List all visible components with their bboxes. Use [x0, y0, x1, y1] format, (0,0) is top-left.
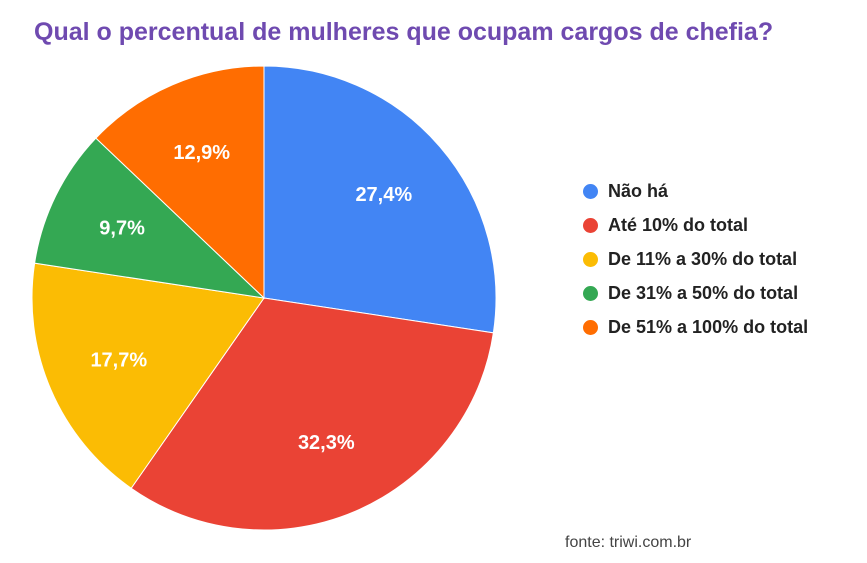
legend-label: De 51% a 100% do total	[608, 316, 809, 337]
legend-label: Não há	[608, 180, 669, 201]
pie-slice	[31, 262, 265, 489]
legend-label: De 11% a 30% do total	[608, 248, 798, 269]
slice-value-label: 27,4%	[355, 184, 412, 206]
pie-slices	[31, 65, 497, 531]
pie-slice	[130, 297, 494, 531]
legend-label: De 31% a 50% do total	[608, 282, 799, 303]
legend-swatch	[583, 285, 598, 301]
pie-slice	[34, 137, 266, 299]
legend-item: Não há	[583, 174, 808, 208]
pie-labels: 27,4% 32,3% 17,7% 9,7% 12,9%	[90, 142, 412, 454]
legend-swatch	[583, 319, 598, 335]
slice-value-label: 17,7%	[90, 349, 147, 371]
source-note: fonte: triwi.com.br	[565, 534, 692, 551]
chart-legend: Não há Até 10% do total De 11% a 30% do to…	[583, 174, 808, 344]
legend-item: De 31% a 50% do total	[583, 276, 808, 310]
legend-item: Até 10% do total	[583, 208, 808, 242]
legend-item: De 11% a 30% do total	[583, 242, 808, 276]
chart-title: Qual o percentual de mulheres que ocupam…	[34, 18, 774, 46]
slice-value-label: 32,3%	[298, 432, 355, 454]
pie-slice	[263, 65, 497, 334]
slice-value-label: 12,9%	[173, 142, 230, 164]
pie-slice	[95, 65, 265, 300]
legend-item: De 51% a 100% do total	[583, 310, 808, 344]
slice-value-label: 9,7%	[99, 218, 145, 240]
legend-swatch	[583, 251, 598, 267]
legend-swatch	[583, 217, 598, 233]
legend-label: Até 10% do total	[608, 214, 749, 235]
legend-swatch	[583, 183, 598, 199]
